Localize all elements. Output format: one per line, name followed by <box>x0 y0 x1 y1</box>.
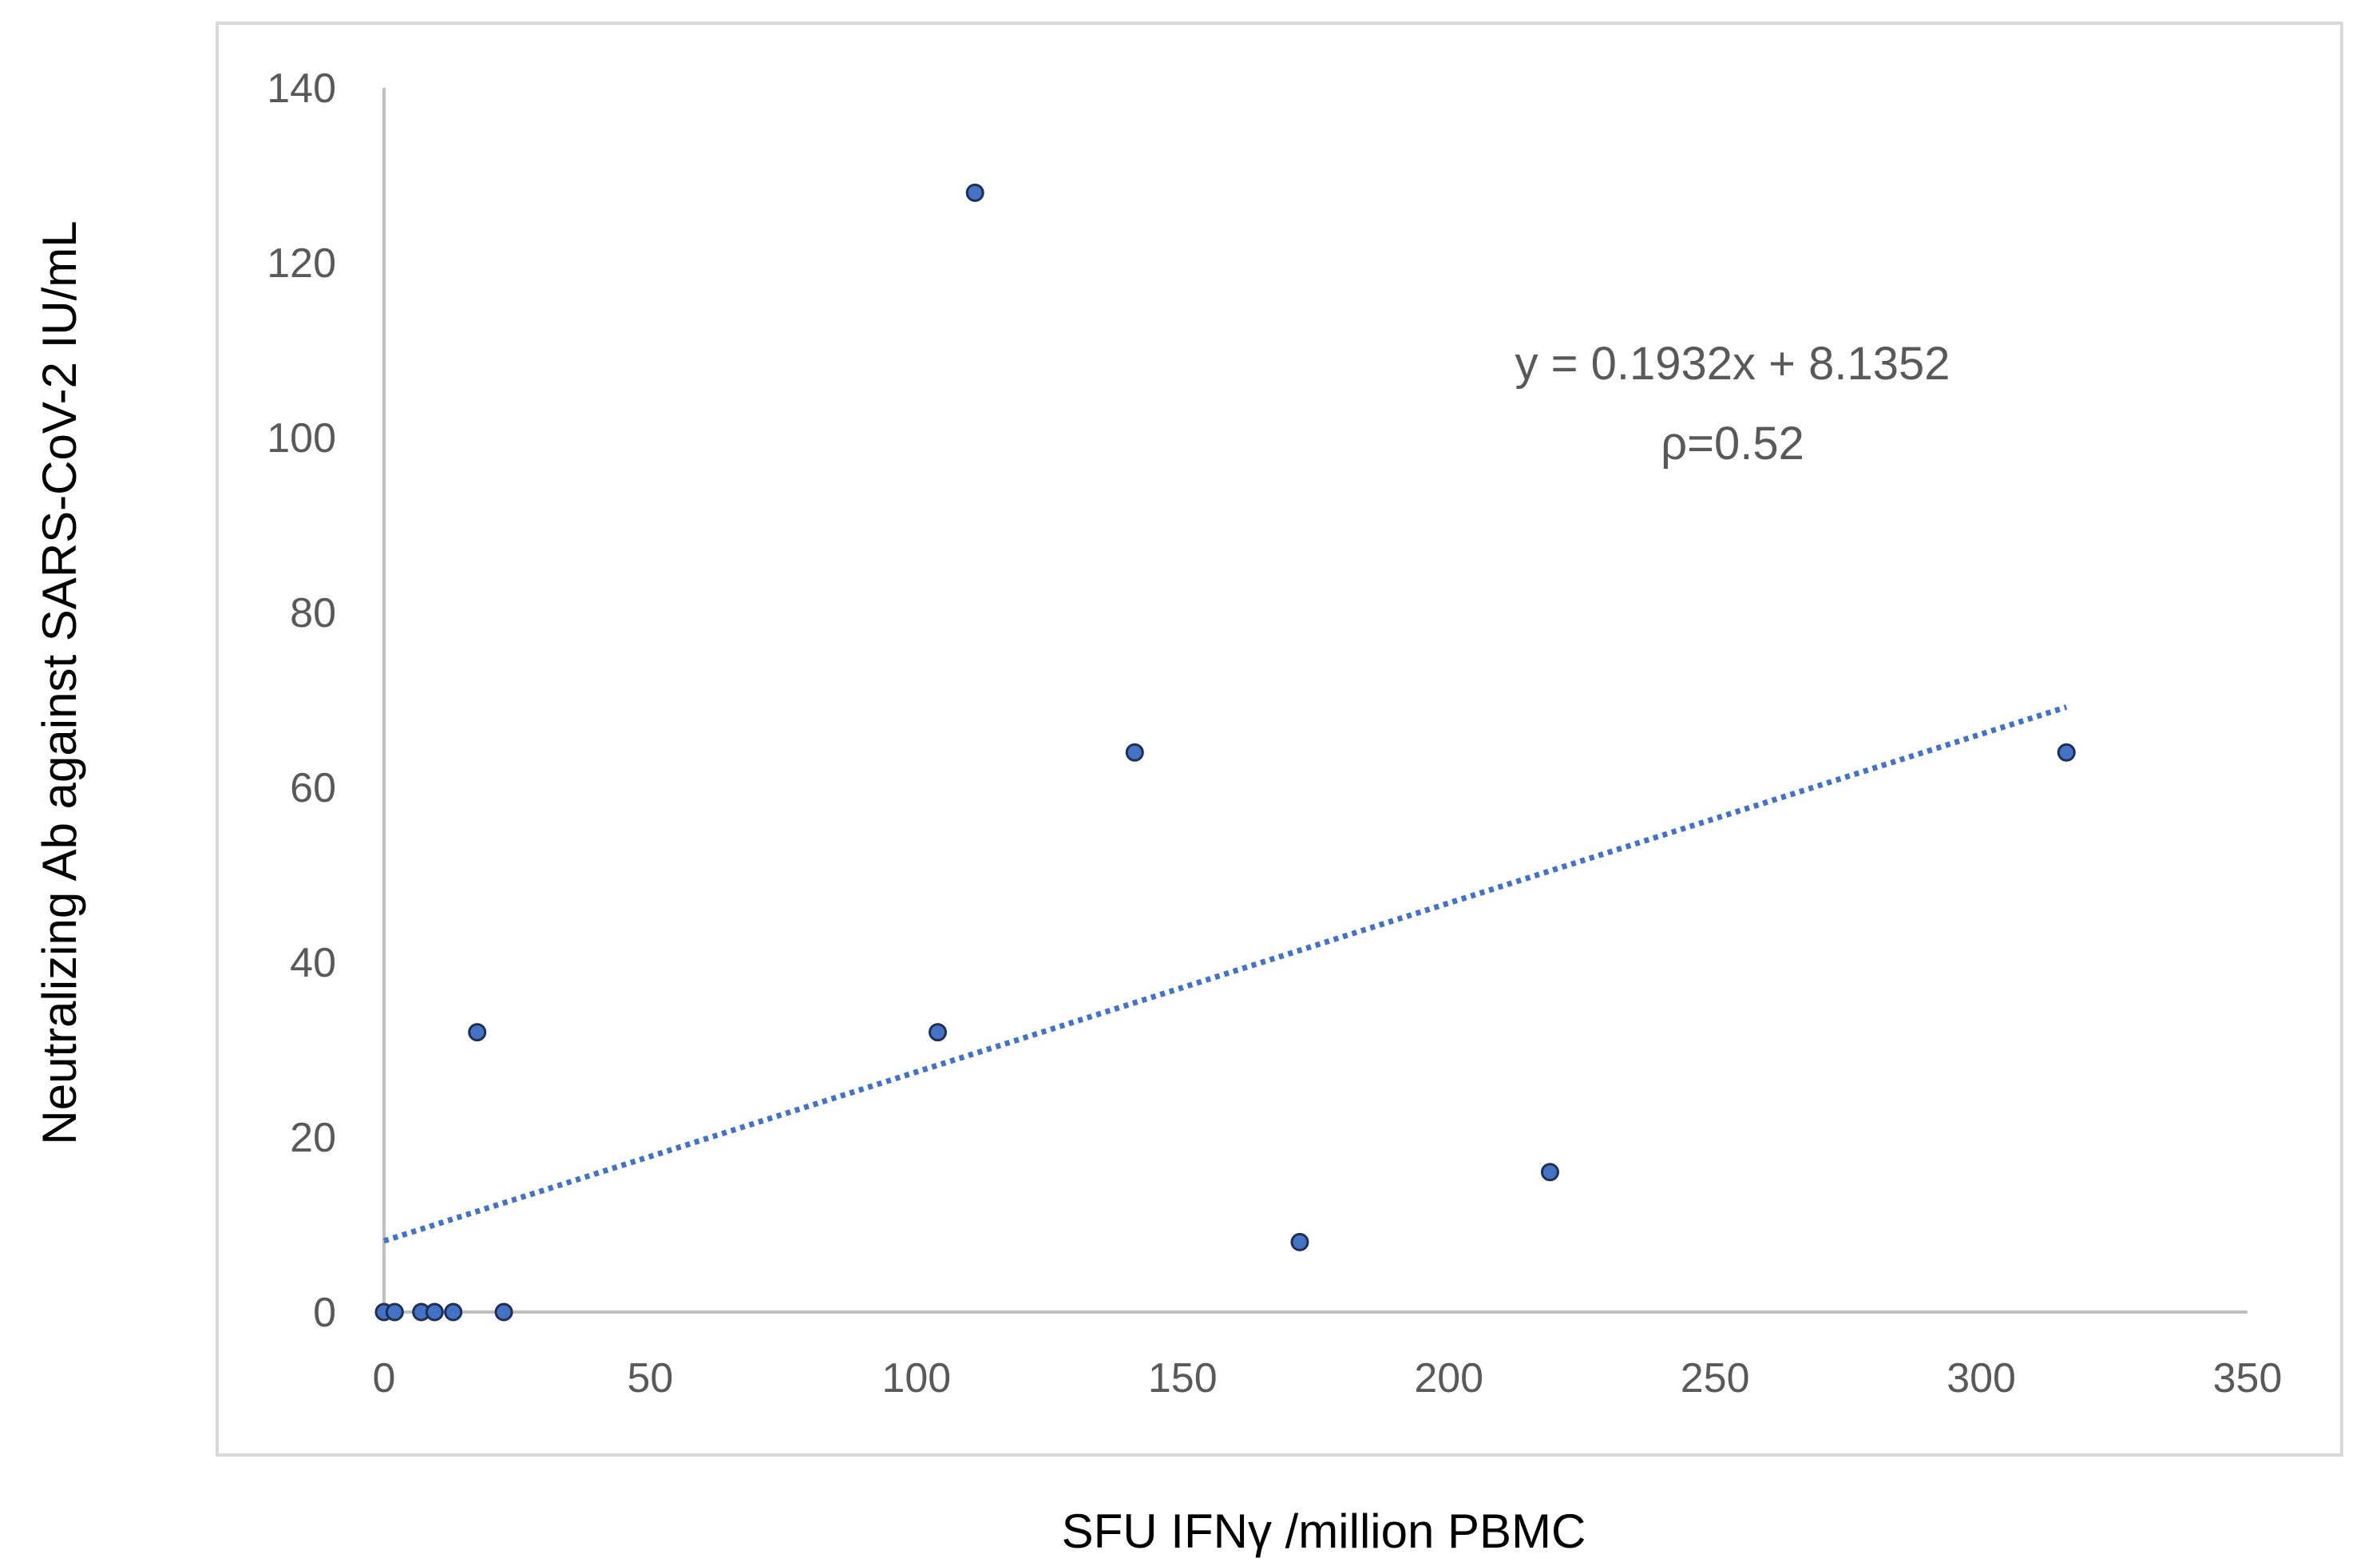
data-point <box>1290 1232 1309 1251</box>
y-tick-label: 40 <box>290 940 336 986</box>
y-tick-label: 140 <box>267 65 336 112</box>
data-point <box>1125 743 1144 762</box>
data-point <box>2057 743 2076 762</box>
x-tick-label: 200 <box>1414 1355 1483 1401</box>
data-point <box>468 1023 487 1042</box>
data-point <box>929 1023 948 1042</box>
y-tick-label: 60 <box>290 765 336 811</box>
y-tick-label: 20 <box>290 1115 336 1161</box>
y-tick-label: 100 <box>267 415 336 462</box>
data-point <box>385 1302 404 1322</box>
data-point <box>425 1302 444 1322</box>
chart-area <box>216 22 2343 1457</box>
x-tick-label: 50 <box>628 1355 674 1401</box>
x-tick-label: 350 <box>2213 1355 2283 1401</box>
x-tick-label: 0 <box>373 1355 396 1401</box>
y-axis: 0 20 40 60 80 100 120 140 <box>267 65 386 1336</box>
data-point <box>1540 1163 1559 1182</box>
data-point <box>444 1302 463 1322</box>
data-point <box>494 1302 513 1322</box>
correlation-label: ρ=0.52 <box>1661 418 1804 470</box>
y-tick-label: 80 <box>290 590 336 636</box>
data-points <box>374 183 2076 1322</box>
trendline-equation: y = 0.1932x + 8.1352 <box>1515 338 1950 390</box>
trendline <box>382 704 2068 1244</box>
x-tick-label: 100 <box>881 1355 951 1401</box>
x-axis: 0 50 100 150 200 250 300 350 <box>373 1310 2283 1401</box>
y-tick-label: 120 <box>267 240 336 287</box>
y-axis-title: Neutralizing Ab against SARS-CoV-2 IU/mL <box>33 220 86 1144</box>
y-tick-label: 0 <box>313 1290 336 1336</box>
data-point <box>965 183 984 202</box>
x-tick-label: 250 <box>1681 1355 1750 1401</box>
x-axis-title: SFU IFNγ /million PBMC <box>1062 1505 1586 1558</box>
x-tick-label: 150 <box>1148 1355 1218 1401</box>
trendline-group <box>382 704 2068 1244</box>
x-tick-label: 300 <box>1946 1355 2016 1401</box>
